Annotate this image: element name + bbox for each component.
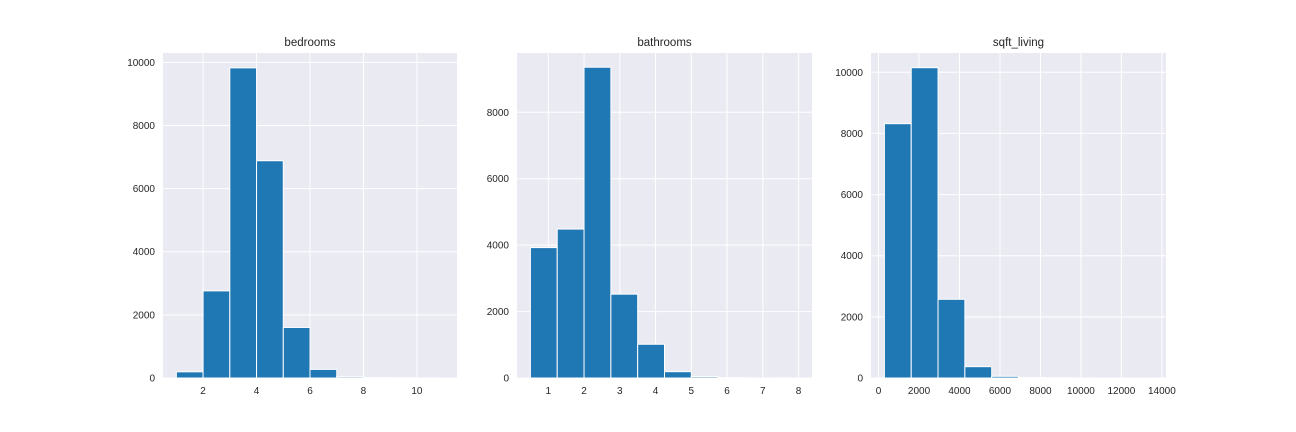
histogram-bar — [282, 326, 311, 379]
y-tick-label: 4000 — [487, 241, 510, 252]
x-tick-labels: 2 4 6 8 10 — [200, 386, 423, 397]
y-tick-label: 0 — [503, 374, 509, 385]
x-tick-label: 7 — [760, 386, 766, 397]
y-tick-labels: 0 2000 4000 6000 8000 — [487, 108, 510, 385]
histogram-bar — [610, 293, 639, 379]
histogram-bar — [583, 66, 612, 379]
x-tick-label: 6 — [307, 386, 313, 397]
histogram-bar — [883, 123, 912, 379]
y-tick-label: 4000 — [841, 251, 864, 262]
histogram-bar — [175, 371, 204, 379]
subplot-title: bathrooms — [637, 37, 692, 49]
y-tick-label: 2000 — [487, 307, 510, 318]
subplot-bathrooms: bathrooms 1 2 3 4 5 6 7 8 0 2000 4000 6000 8000 — [487, 37, 812, 397]
y-tick-labels: 0 2000 4000 6000 8000 10000 — [127, 58, 155, 385]
histogram-bars — [529, 66, 800, 379]
x-tick-label: 8 — [796, 386, 802, 397]
histogram-bar — [637, 343, 666, 379]
y-tick-label: 8000 — [841, 129, 864, 140]
y-tick-label: 2000 — [133, 310, 156, 321]
y-tick-label: 2000 — [841, 312, 864, 323]
x-tick-labels: 0 2000 4000 6000 8000 10000 12000 14000 — [876, 386, 1176, 397]
y-tick-label: 6000 — [487, 174, 510, 185]
x-tick-label: 0 — [876, 386, 882, 397]
histogram-bar — [991, 375, 1020, 379]
x-tick-label: 4000 — [948, 386, 971, 397]
histogram-bar — [964, 366, 993, 379]
x-tick-label: 12000 — [1108, 386, 1136, 397]
histogram-bars — [883, 67, 1154, 379]
y-tick-label: 10000 — [835, 68, 863, 79]
histogram-bar — [309, 368, 338, 379]
histogram-bar — [664, 371, 692, 379]
y-tick-label: 6000 — [133, 184, 156, 195]
histogram-bar — [937, 298, 966, 379]
histogram-bar — [529, 247, 558, 379]
x-tick-label: 5 — [689, 386, 695, 397]
subplot-title: bedrooms — [284, 37, 335, 49]
histogram-bars — [175, 67, 445, 379]
subplot-sqft-living: sqft_living 0 2000 4000 6000 8000 10000 12000 1… — [835, 37, 1176, 397]
x-tick-label: 14000 — [1148, 386, 1176, 397]
x-tick-label: 10 — [411, 386, 423, 397]
x-tick-label: 2000 — [908, 386, 931, 397]
x-tick-label: 6000 — [989, 386, 1012, 397]
y-tick-labels: 0 2000 4000 6000 8000 10000 — [835, 68, 863, 385]
subplot-bedrooms: bedrooms 2 4 6 8 10 0 2000 4000 6000 8000 10000 — [127, 37, 457, 397]
histogram-bar — [202, 290, 231, 379]
y-tick-label: 8000 — [133, 121, 156, 132]
x-tick-label: 10000 — [1067, 386, 1095, 397]
histogram-bar — [690, 376, 719, 379]
x-tick-label: 3 — [617, 386, 623, 397]
x-tick-label: 2 — [581, 386, 587, 397]
y-tick-label: 4000 — [133, 247, 156, 258]
y-tick-label: 8000 — [487, 108, 510, 119]
x-tick-label: 8 — [361, 386, 367, 397]
histogram-bar — [336, 376, 364, 379]
x-tick-label: 1 — [546, 386, 552, 397]
y-tick-label: 10000 — [127, 58, 155, 69]
y-tick-label: 0 — [149, 374, 155, 385]
x-tick-label: 6 — [724, 386, 730, 397]
histogram-bar — [910, 67, 939, 379]
histogram-bar — [256, 160, 284, 379]
x-tick-label: 2 — [200, 386, 206, 397]
subplot-title: sqft_living — [993, 37, 1044, 49]
y-tick-label: 0 — [857, 374, 863, 385]
x-tick-label: 8000 — [1029, 386, 1052, 397]
y-tick-label: 6000 — [841, 190, 864, 201]
x-tick-labels: 1 2 3 4 5 6 7 8 — [546, 386, 802, 397]
histogram-bar — [556, 228, 585, 379]
x-tick-label: 4 — [653, 386, 659, 397]
x-tick-label: 4 — [254, 386, 260, 397]
histogram-bar — [229, 67, 258, 379]
